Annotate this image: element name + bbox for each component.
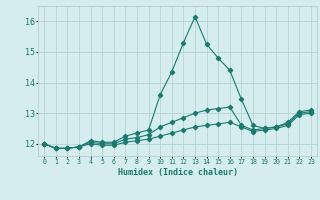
X-axis label: Humidex (Indice chaleur): Humidex (Indice chaleur) [118,168,238,177]
